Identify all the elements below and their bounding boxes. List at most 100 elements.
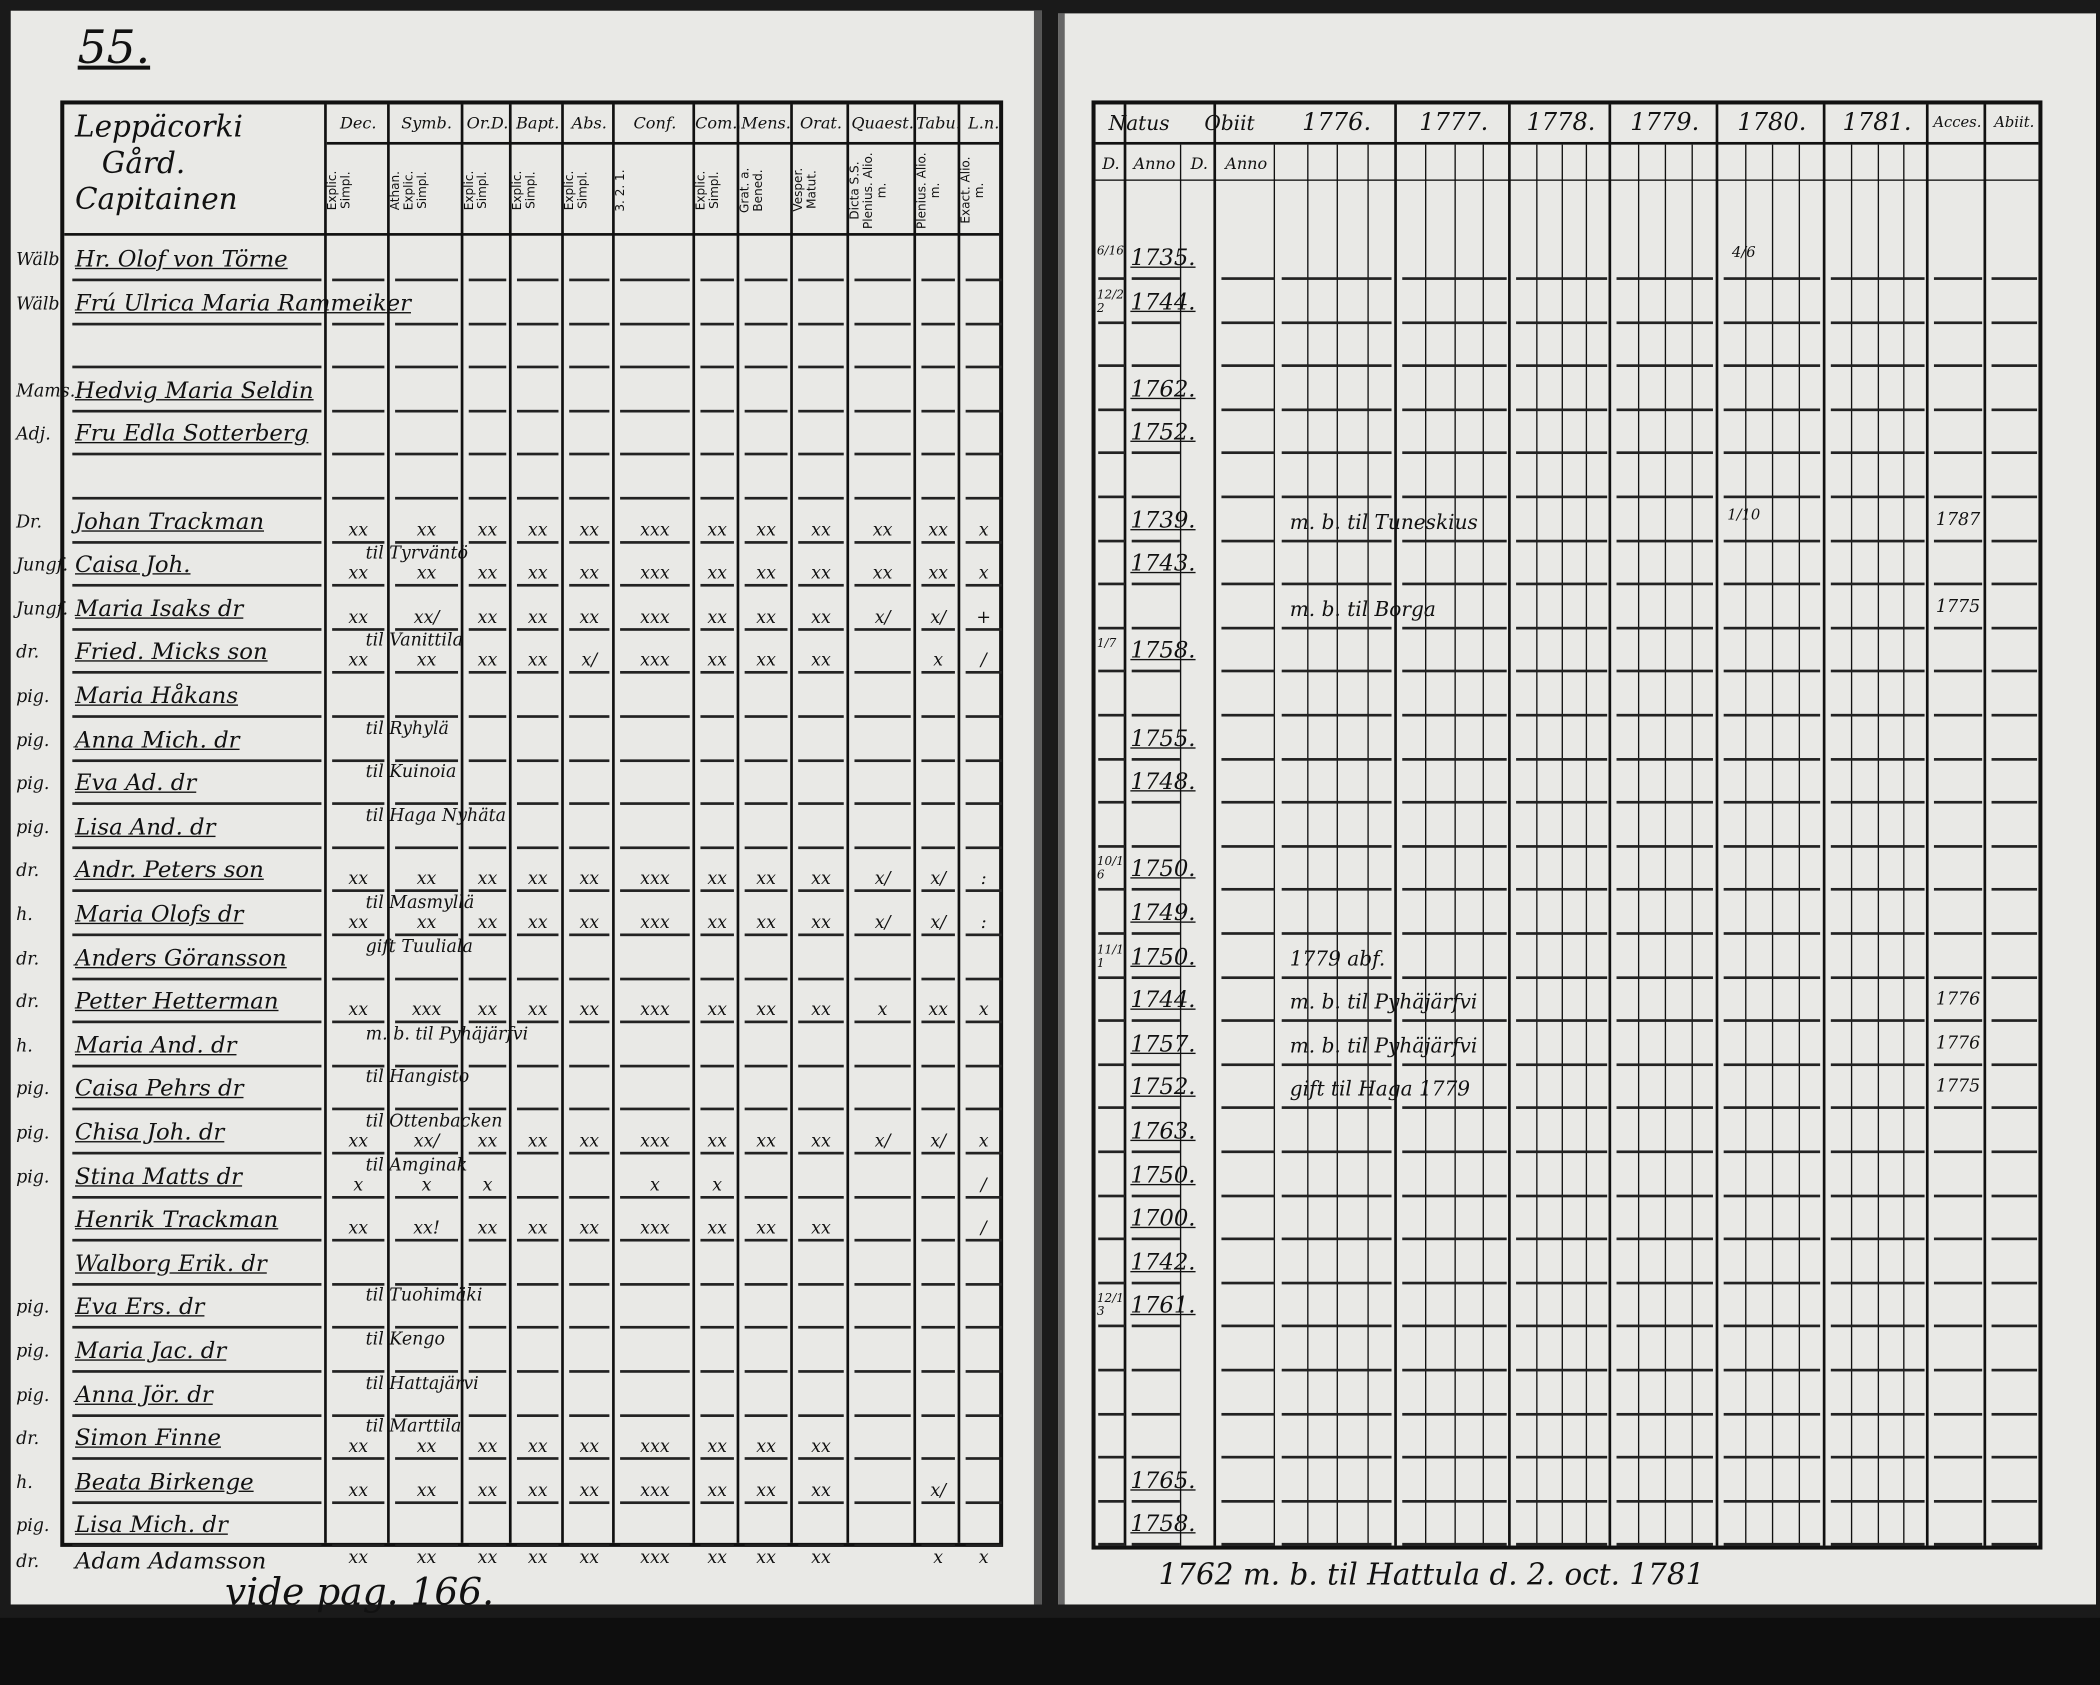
- cell-rule: [744, 1370, 788, 1373]
- cell-rule: [1830, 1281, 1925, 1285]
- cell-rule: [965, 933, 1002, 937]
- catechism-mark: xx: [348, 1437, 369, 1458]
- column-subheader: Explic. Simpl.: [511, 170, 539, 210]
- year-header: 1781.: [1842, 109, 1912, 137]
- catechism-mark: x/: [874, 869, 891, 890]
- register-row: 1748.: [1096, 762, 2043, 805]
- birth-year: 1700.: [1130, 1205, 1196, 1233]
- cell-rule: [332, 453, 385, 456]
- cell-rule: [1131, 1150, 1180, 1154]
- cell-rule: [569, 1108, 610, 1111]
- cell-rule: [1616, 1368, 1713, 1372]
- cell-rule: [1131, 1063, 1180, 1066]
- catechism-mark: xx: [579, 564, 600, 585]
- cell-rule: [1991, 975, 2038, 979]
- cell-rule: [921, 889, 955, 893]
- cell-rule: [921, 846, 955, 849]
- name-rule: [72, 496, 322, 500]
- cell-rule: [700, 1544, 734, 1548]
- cell-rule: [744, 715, 788, 718]
- cell-rule: [468, 1370, 507, 1373]
- table-row: Walborg Erik. dr: [64, 1243, 1002, 1286]
- cell-rule: [1221, 757, 1276, 761]
- cell-rule: [921, 1544, 955, 1548]
- cell-rule: [854, 1195, 911, 1199]
- cell-rule: [569, 1239, 610, 1242]
- cell-rule: [332, 715, 385, 718]
- moving-note: til Kengo: [365, 1329, 445, 1351]
- table-row: pig. Stina Matts dr x x x x x / til Amginak: [16, 1155, 1002, 1199]
- cell-rule: [965, 278, 1002, 282]
- row-prefix: pig.: [16, 687, 50, 708]
- column-subheader: Explic. Simpl.: [326, 170, 354, 210]
- catechism-mark: xxx: [640, 1000, 670, 1021]
- name-rule: [72, 1544, 322, 1548]
- cell-rule: [1723, 582, 1821, 586]
- table-row: Jungf. Caisa Joh. xx xx xx xx xx xxx xx xx xx xx xx x…: [16, 544, 1002, 587]
- cell-rule: [1098, 932, 1126, 935]
- column-header: Conf.: [633, 113, 677, 133]
- cell-rule: [1221, 1150, 1276, 1154]
- person-name: Anna Jör. dr: [75, 1381, 213, 1409]
- name-rule: [72, 1195, 322, 1199]
- cell-rule: [1616, 1412, 1713, 1416]
- catechism-mark: xx: [579, 520, 600, 541]
- cell-rule: [1723, 888, 1821, 892]
- table-row: [64, 326, 1002, 369]
- cell-rule: [1616, 713, 1713, 717]
- cell-rule: [1830, 713, 1925, 717]
- cell-rule: [1516, 364, 1608, 368]
- moving-note: til Amginak: [365, 1155, 468, 1176]
- catechism-mark: xx: [527, 1548, 548, 1569]
- table-row: h. Beata Birkenge xx xx xx xx xx xxx xx xx xx x/: [16, 1461, 1002, 1504]
- register-row: 1749.: [1096, 893, 2043, 936]
- cell-rule: [1131, 1106, 1180, 1110]
- row-prefix: dr.: [16, 861, 40, 882]
- catechism-mark: x: [353, 1175, 364, 1196]
- cell-rule: [1131, 277, 1180, 280]
- cell-rule: [1281, 1543, 1392, 1547]
- cell-rule: [1933, 801, 1983, 804]
- cell-rule: [1616, 277, 1713, 280]
- cell-rule: [1516, 1237, 1608, 1241]
- cell-rule: [516, 977, 559, 980]
- cell-rule: [468, 1195, 507, 1199]
- register-remark: m. b. til Pyhäjärfvi: [1289, 1033, 1478, 1058]
- cell-rule: [1221, 408, 1276, 411]
- cell-rule: [1830, 1325, 1925, 1328]
- cell-rule: [798, 1195, 844, 1199]
- cell-rule: [1991, 1325, 2038, 1328]
- cell-rule: [1830, 582, 1925, 586]
- cell-rule: [1402, 670, 1507, 673]
- cell-rule: [1991, 582, 2038, 586]
- cell-rule: [1281, 408, 1392, 411]
- cell-rule: [332, 889, 385, 893]
- cell-rule: [744, 889, 788, 893]
- cell-rule: [395, 715, 459, 718]
- catechism-mark: x: [978, 1548, 989, 1569]
- column-header: Tabu.: [916, 113, 961, 133]
- cell-rule: [1402, 277, 1507, 280]
- cell-rule: [1516, 495, 1608, 499]
- column-header: Dec.: [339, 113, 377, 133]
- catechism-mark: xx: [756, 1000, 776, 1021]
- cell-rule: [620, 365, 690, 369]
- cell-rule: [921, 409, 955, 413]
- catechism-mark: x: [978, 564, 989, 585]
- cell-rule: [516, 889, 559, 893]
- catechism-mark: xx: [416, 651, 437, 672]
- register-row: 1744. m. b. til Pyhäjärfvi 1776: [1096, 981, 2043, 1024]
- accession-year: 1787: [1935, 509, 1981, 530]
- cell-rule: [516, 453, 559, 456]
- table-row-below: dr. Adam Adamsson xx xx xx xx xx xxx xx xx xx x x: [16, 1543, 1002, 1586]
- cell-rule: [1516, 1543, 1608, 1547]
- header-divider: [1095, 141, 2039, 145]
- cell-rule: [798, 409, 844, 413]
- cell-rule: [569, 365, 610, 369]
- cell-rule: [700, 278, 734, 282]
- cell-rule: [1402, 1325, 1507, 1328]
- cell-rule: [1131, 1237, 1180, 1241]
- cell-rule: [1221, 320, 1276, 324]
- person-name: Petter Hetterman: [75, 988, 279, 1016]
- cell-rule: [744, 278, 788, 282]
